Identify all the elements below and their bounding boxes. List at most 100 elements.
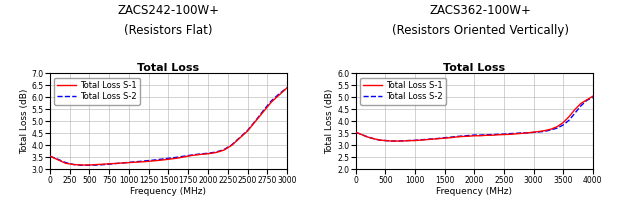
- Total Loss S-1: [399, 140, 407, 142]
- Total Loss S-1: [46, 155, 54, 157]
- Total Loss S-2: [54, 158, 62, 161]
- Total Loss S-2: [364, 136, 371, 138]
- Total Loss S-2: [388, 140, 395, 142]
- Total Loss S-1: [577, 102, 585, 105]
- Total Loss S-2: [78, 164, 85, 166]
- Total Loss S-2: [494, 133, 502, 135]
- Total Loss S-2: [565, 119, 573, 121]
- Total Loss S-1: [512, 133, 519, 135]
- Total Loss S-1: [54, 159, 62, 161]
- Total Loss S-1: [212, 151, 220, 154]
- Total Loss S-2: [423, 138, 431, 141]
- Total Loss S-1: [524, 132, 531, 134]
- Title: Total Loss: Total Loss: [137, 63, 200, 73]
- X-axis label: Frequency (MHz): Frequency (MHz): [436, 187, 512, 196]
- Total Loss S-2: [260, 109, 267, 112]
- Total Loss S-1: [117, 162, 125, 164]
- Total Loss S-2: [117, 162, 125, 164]
- Total Loss S-1: [236, 137, 243, 139]
- Y-axis label: Total Loss (dB): Total Loss (dB): [20, 89, 29, 154]
- Total Loss S-2: [542, 130, 549, 132]
- Total Loss S-2: [506, 132, 514, 135]
- Total Loss S-2: [46, 155, 54, 157]
- Total Loss S-2: [535, 131, 543, 133]
- Total Loss S-2: [559, 124, 567, 126]
- Total Loss S-2: [165, 157, 172, 160]
- Total Loss S-2: [244, 129, 251, 132]
- Total Loss S-1: [251, 120, 259, 123]
- Total Loss S-1: [78, 164, 85, 166]
- Total Loss S-2: [589, 96, 597, 99]
- Total Loss S-1: [268, 101, 275, 103]
- Total Loss S-2: [553, 127, 561, 129]
- Total Loss S-2: [358, 133, 365, 136]
- Total Loss S-2: [500, 133, 507, 135]
- Y-axis label: Total Loss (dB): Total Loss (dB): [326, 89, 334, 154]
- Total Loss S-2: [524, 132, 531, 134]
- Total Loss S-1: [459, 135, 466, 138]
- Total Loss S-2: [435, 137, 442, 140]
- Total Loss S-1: [376, 139, 383, 141]
- Total Loss S-2: [369, 137, 377, 140]
- Total Loss S-1: [358, 133, 365, 136]
- Total Loss S-2: [102, 163, 109, 166]
- Line: Total Loss S-1: Total Loss S-1: [356, 96, 593, 141]
- Line: Total Loss S-1: Total Loss S-1: [50, 88, 287, 165]
- Total Loss S-1: [364, 136, 371, 138]
- Total Loss S-1: [542, 129, 549, 132]
- Total Loss S-1: [260, 111, 267, 113]
- Total Loss S-2: [411, 139, 419, 142]
- Total Loss S-2: [133, 160, 140, 163]
- Total Loss S-2: [94, 164, 101, 166]
- Total Loss S-2: [220, 149, 228, 151]
- Total Loss S-2: [70, 163, 77, 166]
- Total Loss S-2: [62, 161, 69, 164]
- Text: ZACS242-100W+: ZACS242-100W+: [117, 4, 220, 17]
- Total Loss S-2: [212, 151, 220, 153]
- Total Loss S-1: [283, 86, 291, 89]
- Total Loss S-2: [283, 86, 291, 89]
- Total Loss S-2: [393, 140, 401, 142]
- Total Loss S-1: [220, 149, 228, 151]
- Total Loss S-2: [441, 136, 448, 139]
- Total Loss S-2: [548, 129, 555, 131]
- Legend: Total Loss S-1, Total Loss S-2: Total Loss S-1, Total Loss S-2: [54, 78, 140, 105]
- Total Loss S-1: [94, 163, 101, 166]
- Total Loss S-2: [476, 134, 484, 136]
- Total Loss S-2: [268, 100, 275, 102]
- Total Loss S-1: [125, 161, 133, 164]
- Total Loss S-1: [494, 134, 502, 136]
- Total Loss S-2: [275, 93, 283, 95]
- Total Loss S-2: [429, 138, 436, 140]
- Total Loss S-1: [571, 108, 578, 111]
- Total Loss S-1: [157, 159, 164, 161]
- Total Loss S-1: [133, 161, 140, 163]
- Total Loss S-2: [399, 140, 407, 142]
- Total Loss S-2: [125, 161, 133, 164]
- Total Loss S-1: [188, 154, 196, 157]
- Total Loss S-1: [149, 160, 157, 162]
- Legend: Total Loss S-1, Total Loss S-2: Total Loss S-1, Total Loss S-2: [360, 78, 446, 105]
- Total Loss S-2: [228, 144, 235, 146]
- Total Loss S-2: [518, 132, 525, 134]
- Total Loss S-2: [452, 135, 460, 138]
- Total Loss S-2: [488, 133, 495, 136]
- Total Loss S-1: [589, 95, 597, 98]
- Total Loss S-2: [251, 120, 259, 122]
- Total Loss S-1: [244, 130, 251, 132]
- Total Loss S-1: [180, 156, 188, 158]
- Total Loss S-1: [405, 139, 412, 142]
- Total Loss S-1: [452, 136, 460, 138]
- Total Loss S-2: [236, 136, 243, 139]
- Total Loss S-1: [500, 133, 507, 136]
- Total Loss S-2: [149, 159, 157, 161]
- Total Loss S-1: [102, 163, 109, 165]
- Total Loss S-2: [530, 131, 537, 134]
- Total Loss S-2: [417, 139, 424, 141]
- Total Loss S-2: [571, 112, 578, 114]
- Total Loss S-2: [180, 155, 188, 157]
- Total Loss S-2: [470, 134, 478, 136]
- Total Loss S-2: [405, 139, 412, 142]
- Total Loss S-1: [70, 163, 77, 166]
- X-axis label: Frequency (MHz): Frequency (MHz): [130, 187, 207, 196]
